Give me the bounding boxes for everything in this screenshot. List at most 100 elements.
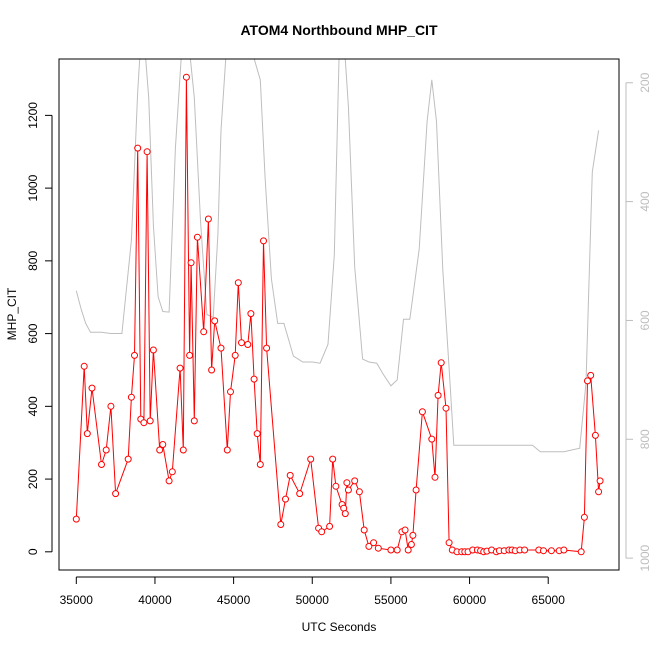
data-point — [442, 404, 450, 412]
y-tick-label: 1200 — [26, 102, 40, 129]
data-point — [344, 486, 352, 494]
data-point — [72, 515, 80, 523]
plot-area — [72, 59, 604, 556]
data-point — [159, 441, 167, 448]
data-point — [211, 317, 219, 325]
data-point — [577, 548, 585, 556]
y2-tick-label: 800 — [638, 429, 650, 449]
data-point — [326, 522, 334, 530]
data-point — [165, 477, 173, 485]
data-point — [260, 237, 267, 245]
data-point — [179, 446, 187, 454]
data-point — [234, 279, 242, 287]
data-point — [227, 388, 234, 396]
data-point — [263, 344, 271, 352]
data-point — [200, 328, 208, 336]
data-point — [244, 341, 252, 348]
data-point — [182, 73, 190, 81]
data-point — [412, 486, 420, 494]
secondary-series-line — [75, 59, 600, 453]
data-point — [595, 488, 603, 496]
data-point — [217, 344, 225, 352]
data-point — [404, 546, 412, 554]
data-point — [256, 461, 264, 468]
y-tick-label: 200 — [26, 469, 40, 489]
data-point — [102, 446, 110, 454]
data-point — [547, 547, 555, 555]
y-tick-label: 400 — [26, 396, 40, 416]
x-tick-label: 55000 — [374, 593, 408, 607]
data-point — [296, 490, 304, 498]
data-point — [351, 477, 359, 485]
data-point — [238, 339, 245, 347]
data-point — [365, 542, 373, 550]
y-tick-label: 800 — [26, 251, 40, 271]
data-point — [409, 531, 417, 539]
data-point — [591, 431, 599, 439]
data-point — [149, 346, 157, 354]
data-point — [584, 377, 591, 385]
x-tick-label: 35000 — [60, 593, 94, 607]
data-point — [355, 488, 363, 496]
data-point — [143, 148, 151, 156]
data-point — [190, 417, 198, 425]
data-point — [107, 402, 115, 410]
data-point — [428, 435, 436, 443]
data-point — [112, 490, 120, 498]
data-point — [431, 473, 439, 481]
data-point — [540, 547, 547, 555]
data-point — [231, 351, 239, 359]
data-point — [134, 144, 142, 152]
y2-tick-label: 200 — [638, 72, 650, 92]
data-point — [437, 359, 445, 367]
data-point — [80, 362, 88, 370]
data-point — [186, 351, 194, 359]
right-axis: 200 400 600 800 1000 — [625, 72, 650, 571]
x-tick-label: 40000 — [138, 593, 172, 607]
data-point — [434, 391, 442, 399]
data-point — [250, 375, 258, 383]
data-point — [318, 528, 326, 536]
data-point — [193, 233, 201, 241]
data-point — [131, 351, 138, 359]
data-point — [445, 539, 453, 547]
data-point — [277, 521, 285, 528]
data-point — [407, 541, 415, 548]
x-tick-label: 60000 — [453, 593, 487, 607]
data-point — [596, 477, 604, 485]
data-point — [88, 384, 96, 392]
x-tick-label: 65000 — [532, 593, 566, 607]
data-point — [127, 393, 135, 401]
data-point — [332, 482, 340, 490]
data-point — [393, 546, 401, 554]
plot-frame — [58, 58, 620, 571]
x-axis-label: UTC Seconds — [302, 620, 377, 634]
data-point — [168, 468, 176, 476]
data-point — [98, 461, 105, 468]
y-axis-label: MHP_CIT — [5, 287, 19, 340]
x-tick-label: 45000 — [217, 593, 251, 607]
data-point — [204, 215, 212, 223]
data-point — [223, 446, 231, 454]
x-tick-label: 50000 — [296, 593, 330, 607]
data-point — [282, 495, 289, 503]
data-point — [286, 471, 294, 479]
y-tick-label: 600 — [26, 323, 40, 343]
data-point — [370, 539, 378, 547]
left-axis: 0 200 400 600 800 1000 1200 — [26, 102, 53, 555]
chart-title: ATOM4 Northbound MHP_CIT — [240, 22, 437, 38]
y-tick-label: 0 — [26, 548, 40, 555]
data-point — [307, 455, 315, 463]
data-point — [176, 364, 184, 372]
data-point — [208, 366, 216, 374]
data-point — [401, 526, 409, 534]
y2-tick-label: 600 — [638, 310, 650, 330]
data-point — [247, 310, 255, 318]
y2-tick-label: 1000 — [638, 544, 650, 571]
data-point — [360, 526, 368, 534]
data-point — [341, 510, 349, 518]
data-point — [580, 513, 588, 521]
data-point — [146, 417, 154, 425]
data-point — [560, 546, 568, 554]
